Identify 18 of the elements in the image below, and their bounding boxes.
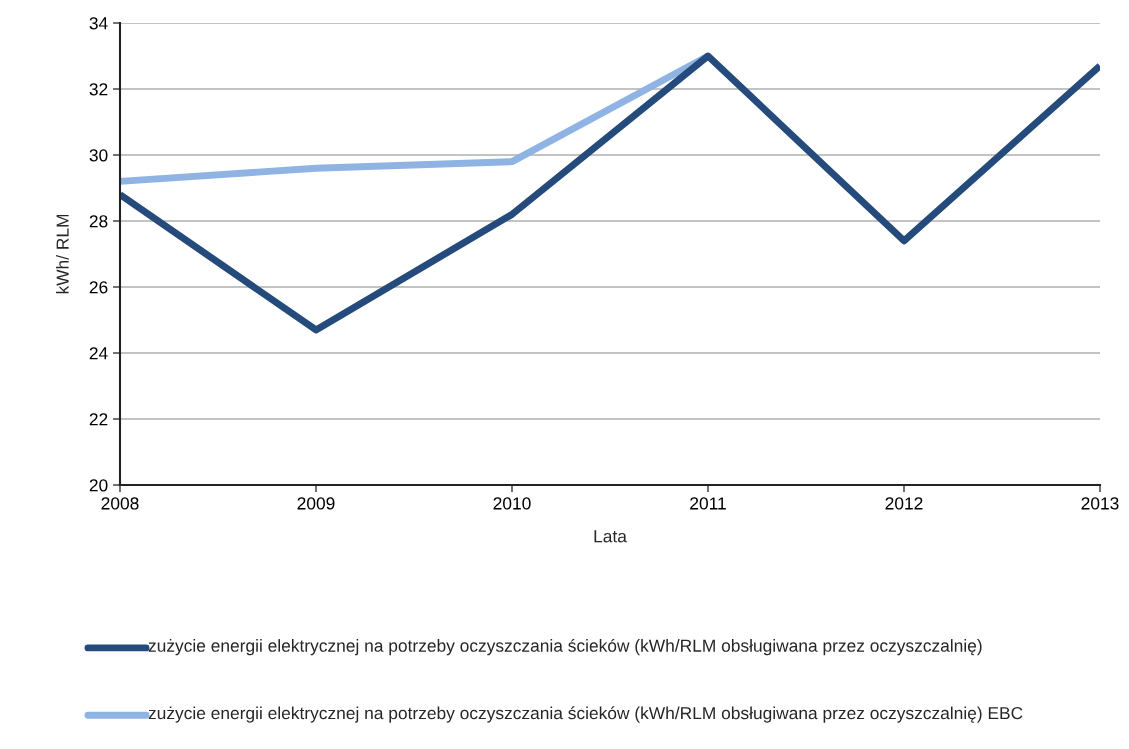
legend-label: zużycie energii elektrycznej na potrzeby oczyszczania ścieków (kWh/RLM obsługiwana przez oczyszczalnię) bbox=[148, 638, 982, 656]
y-tick-label: 34 bbox=[89, 17, 108, 30]
x-tick-label: 2008 bbox=[101, 497, 139, 510]
y-tick-label: 30 bbox=[89, 149, 108, 162]
y-tick-label: 26 bbox=[89, 281, 108, 294]
y-tick-label: 22 bbox=[89, 413, 108, 426]
x-tick-label: 2009 bbox=[297, 497, 335, 510]
legend-label: zużycie energii elektrycznej na potrzeby oczyszczania ścieków (kWh/RLM obsługiwana przez oczyszczalnię) EBC bbox=[148, 706, 1023, 723]
x-axis-title: Lata bbox=[594, 530, 627, 543]
y-tick-label: 28 bbox=[89, 215, 108, 228]
y-axis-title: kWh/ RLM bbox=[56, 214, 69, 294]
x-tick-label: 2013 bbox=[1081, 497, 1119, 510]
x-tick-label: 2012 bbox=[885, 497, 923, 510]
y-tick-label: 32 bbox=[89, 83, 108, 96]
y-tick-label: 24 bbox=[89, 347, 108, 360]
y-tick-label: 20 bbox=[89, 479, 108, 492]
x-tick-label: 2011 bbox=[690, 497, 726, 510]
x-tick-label: 2010 bbox=[493, 497, 531, 510]
